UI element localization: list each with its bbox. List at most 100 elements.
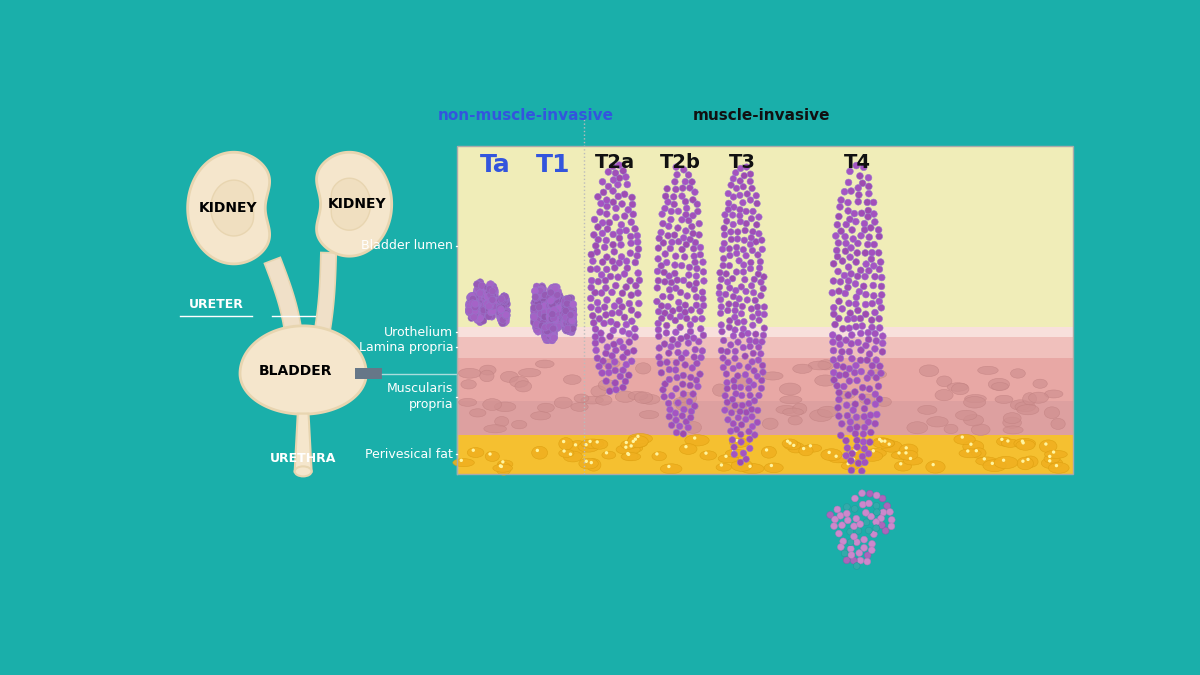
Circle shape [540,310,547,317]
Circle shape [562,308,569,315]
Circle shape [554,290,562,297]
Circle shape [749,314,756,320]
Circle shape [566,324,574,331]
Circle shape [672,317,679,324]
Circle shape [738,284,744,290]
Circle shape [595,363,602,370]
Circle shape [738,439,744,446]
Circle shape [565,308,572,315]
Circle shape [595,306,601,313]
Circle shape [834,383,840,389]
Circle shape [475,298,482,306]
Circle shape [748,259,754,266]
Circle shape [720,364,726,371]
Circle shape [878,522,886,529]
Circle shape [554,293,562,300]
Circle shape [498,306,505,313]
Ellipse shape [628,433,653,444]
Circle shape [737,178,743,184]
Circle shape [545,336,552,343]
Circle shape [680,372,686,379]
Circle shape [619,290,626,296]
Circle shape [542,331,550,338]
Circle shape [470,314,478,321]
Circle shape [546,328,553,335]
Circle shape [475,303,482,310]
Circle shape [500,313,508,321]
Circle shape [827,512,834,518]
Ellipse shape [592,439,608,450]
Ellipse shape [1015,402,1036,412]
Circle shape [545,327,552,335]
Ellipse shape [497,460,512,468]
Circle shape [473,301,480,308]
Circle shape [498,297,505,304]
Circle shape [697,371,703,377]
Circle shape [533,322,540,329]
Circle shape [588,439,592,443]
Circle shape [499,305,506,312]
Circle shape [550,331,557,338]
Circle shape [469,308,475,315]
Circle shape [470,300,478,307]
Circle shape [498,296,505,302]
Circle shape [474,294,481,301]
Ellipse shape [485,452,499,462]
Ellipse shape [636,362,650,374]
Circle shape [732,301,739,308]
Circle shape [685,340,691,346]
Circle shape [734,339,742,346]
Ellipse shape [713,384,727,396]
Circle shape [757,350,764,357]
Circle shape [680,391,686,397]
Circle shape [655,333,662,340]
Circle shape [853,294,859,300]
Circle shape [734,319,740,325]
Circle shape [691,259,698,266]
Circle shape [1048,455,1051,458]
Circle shape [750,208,756,215]
Circle shape [601,304,608,310]
Circle shape [730,176,737,182]
Circle shape [870,263,877,269]
Circle shape [721,240,727,246]
Circle shape [858,232,864,239]
Circle shape [862,220,868,227]
Circle shape [540,314,547,321]
Circle shape [569,315,576,322]
Ellipse shape [628,392,648,400]
Circle shape [624,446,628,449]
Circle shape [550,300,556,308]
Circle shape [547,329,554,336]
Circle shape [551,301,558,308]
Circle shape [872,356,880,364]
Circle shape [498,316,505,323]
Circle shape [1021,441,1025,445]
Circle shape [551,318,558,325]
Circle shape [565,308,572,315]
Circle shape [629,201,636,208]
Circle shape [880,495,886,502]
Circle shape [686,236,694,243]
Circle shape [544,326,551,333]
Circle shape [475,284,482,290]
Circle shape [667,216,674,223]
Ellipse shape [935,389,953,401]
Circle shape [716,269,724,276]
Circle shape [631,333,638,340]
Text: Perivesical fat: Perivesical fat [366,448,454,461]
Circle shape [476,280,484,287]
Circle shape [835,298,842,304]
Ellipse shape [788,416,803,425]
Circle shape [689,364,696,371]
Circle shape [682,198,689,205]
Circle shape [732,307,738,314]
Circle shape [679,217,685,223]
Circle shape [547,323,554,329]
Ellipse shape [500,371,518,383]
Circle shape [752,238,760,245]
Circle shape [701,277,707,284]
Circle shape [864,357,870,364]
Circle shape [683,241,690,248]
Ellipse shape [926,461,946,473]
